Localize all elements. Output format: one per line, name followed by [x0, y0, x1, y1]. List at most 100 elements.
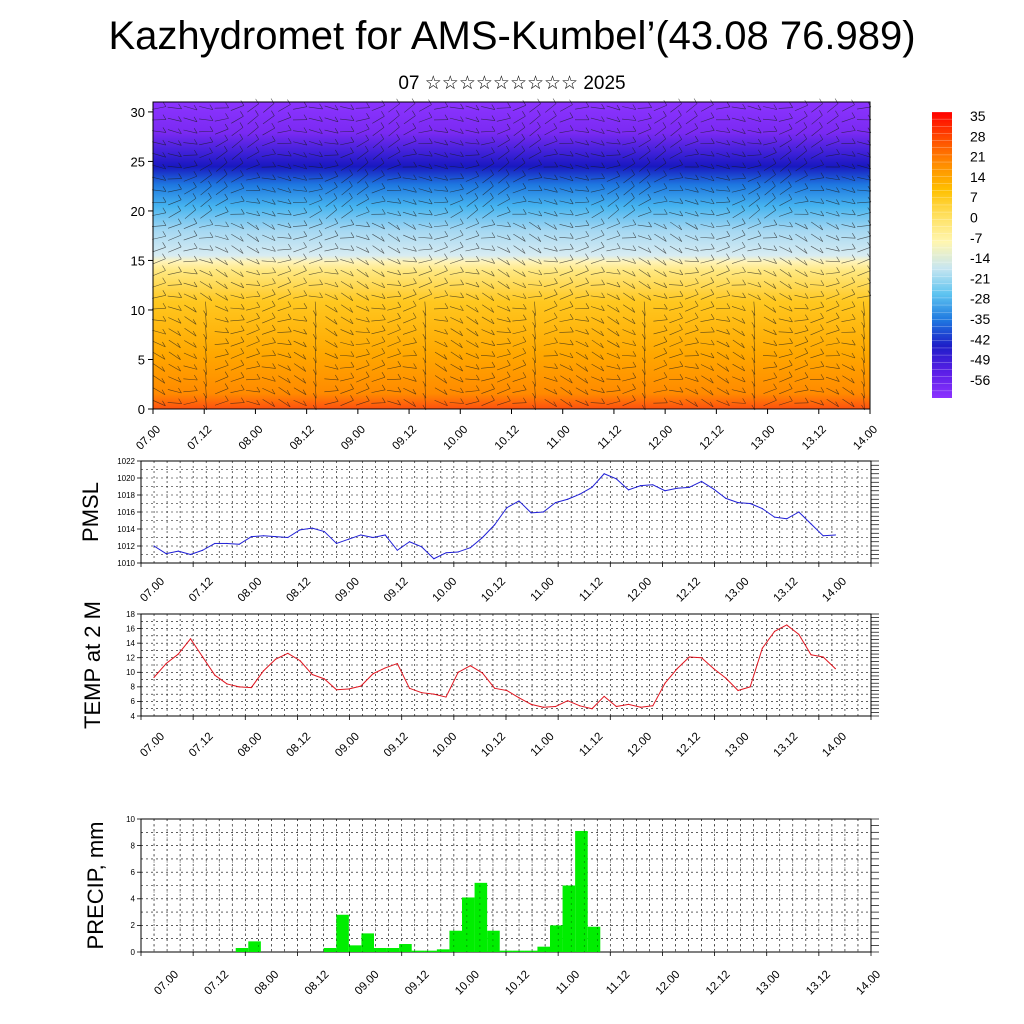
wind-barb-flag [225, 349, 229, 355]
wind-barb-flag [820, 159, 824, 165]
wind-barb [325, 316, 338, 325]
wind-barb-flag [803, 248, 808, 254]
wind-barb-flag [537, 146, 542, 152]
wind-barb-flag [773, 147, 777, 153]
wind-barb-flag [350, 383, 354, 389]
data-point [372, 536, 374, 539]
wind-barb-flag [319, 103, 323, 110]
wind-barb [559, 306, 574, 312]
wind-barb [764, 174, 776, 184]
wind-barb [246, 245, 260, 254]
wind-barb-flag [334, 353, 339, 359]
wind-barb-flag [788, 134, 792, 140]
wind-barb [482, 292, 494, 301]
wind-barb [230, 307, 245, 310]
wind-barb [387, 212, 401, 217]
wind-barb [247, 115, 259, 125]
wind-barb-flag [272, 278, 276, 284]
wind-barb [277, 129, 292, 134]
data-point [335, 689, 338, 691]
wind-barb-flag [412, 389, 417, 395]
wind-barb [811, 103, 823, 113]
wind-barb-flag [272, 267, 276, 273]
wind-barb [622, 377, 636, 382]
wind-barb-flag [742, 173, 746, 179]
wind-barb [747, 105, 762, 111]
wind-barb [638, 198, 651, 206]
x-tick-label: 09.12 [390, 424, 419, 453]
wind-barb-flag [224, 123, 229, 130]
wind-barb [810, 366, 824, 370]
wind-barb [543, 283, 558, 287]
series-segment [677, 486, 690, 489]
wind-barb-flag [570, 326, 574, 333]
wind-barb [778, 331, 793, 333]
wind-barb-flag [396, 247, 401, 254]
wind-barb-flag [569, 198, 574, 205]
wind-barb [246, 271, 260, 276]
series-segment [737, 686, 751, 691]
wind-barb-flag [616, 170, 621, 177]
wind-barb-flag [240, 195, 245, 202]
wind-barb-flag [162, 328, 166, 335]
wind-barb-flag [773, 125, 778, 132]
wind-barb [534, 348, 536, 363]
wind-barb [152, 329, 166, 335]
wind-barb [779, 305, 793, 312]
wind-barb [590, 117, 605, 122]
wind-barb [512, 294, 527, 299]
wind-barb-flag [726, 152, 730, 158]
wind-barb-flag [476, 374, 480, 381]
wind-barb [607, 328, 620, 337]
wind-barb-flag [757, 116, 762, 122]
x-tick-label: 11.12 [596, 424, 624, 452]
wind-barb-flag [208, 158, 213, 164]
wind-barb [199, 163, 213, 171]
wind-barb-flag [773, 232, 778, 238]
wind-barb [825, 153, 840, 157]
wind-barb [153, 375, 165, 384]
precip-bar [374, 948, 387, 952]
wind-barb-flag [193, 307, 197, 313]
wind-barb [324, 154, 339, 156]
x-tick-label: 12.12 [674, 576, 703, 605]
wind-barb-flag [757, 160, 762, 166]
wind-barb-flag [162, 242, 166, 248]
wind-barb-flag [178, 266, 182, 272]
wind-barb-flag [203, 381, 207, 387]
wind-barb-flag [773, 136, 778, 142]
wind-barb-flag [820, 198, 825, 204]
wind-barb [184, 209, 196, 219]
x-tick-label: 09.00 [353, 969, 382, 998]
wind-barb-flag [380, 248, 385, 254]
wind-barb-flag [585, 101, 590, 107]
wind-barb-flag [288, 150, 292, 157]
wind-barb [810, 258, 824, 265]
wind-barb-flag [349, 180, 353, 187]
x-tick-label: 12.00 [654, 969, 683, 998]
wind-barb [277, 248, 292, 251]
wind-barb-flag [772, 205, 776, 211]
wind-barb [308, 106, 323, 110]
wind-barb-flag [851, 365, 855, 371]
wind-barb-flag [365, 181, 369, 187]
wind-barb [434, 340, 448, 348]
wind-barb-flag [397, 198, 402, 204]
wind-barb [231, 138, 243, 149]
wind-barb [716, 282, 730, 288]
wind-barb-flag [335, 268, 339, 275]
wind-barb-flag [256, 185, 261, 191]
wind-barb-flag [365, 134, 369, 141]
wind-barb-flag [710, 313, 715, 320]
wind-barb [402, 366, 417, 369]
wind-barb-flag [209, 270, 213, 277]
wind-barb-flag [631, 158, 636, 164]
wind-barb [481, 329, 495, 336]
wind-barb-flag [741, 354, 745, 360]
wind-barb [434, 387, 448, 395]
wind-barb-flag [271, 122, 276, 129]
series-segment [713, 668, 727, 679]
wind-barb [643, 384, 646, 399]
series-segment [372, 667, 386, 675]
wind-barb [449, 165, 464, 169]
